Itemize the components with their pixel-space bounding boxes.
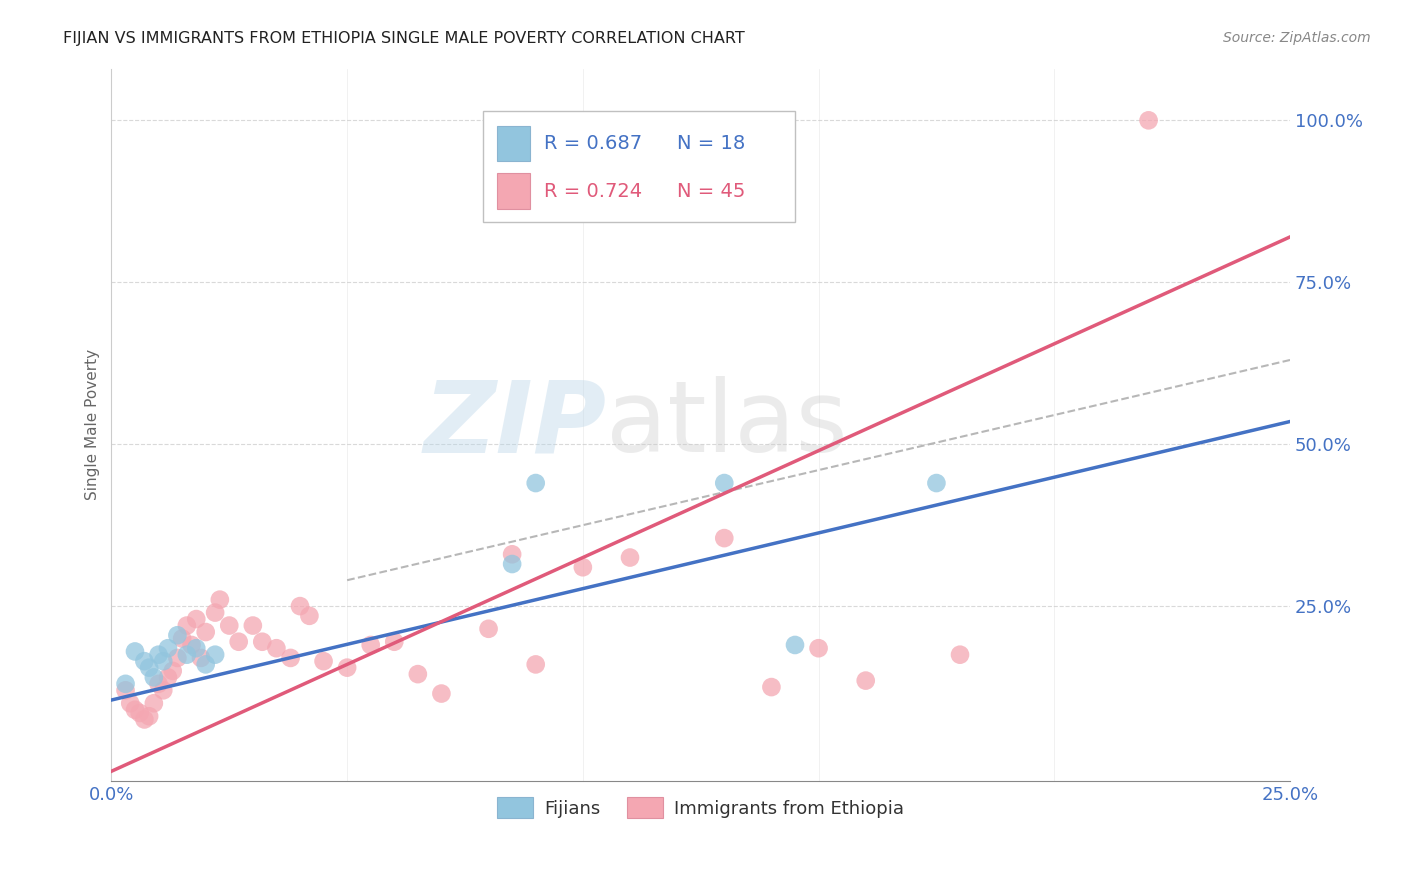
Y-axis label: Single Male Poverty: Single Male Poverty (86, 349, 100, 500)
Point (176, 648, 198, 662)
Point (134, 713, 156, 727)
Point (360, 638, 382, 652)
Point (162, 664, 184, 678)
Point (142, 670, 165, 684)
Point (280, 651, 302, 665)
Point (152, 683, 174, 698)
Point (152, 654, 174, 668)
Point (1137, 113, 1160, 128)
Point (252, 634, 274, 648)
Point (114, 677, 136, 691)
Point (148, 648, 170, 662)
Point (176, 618, 198, 632)
Point (524, 657, 547, 672)
Point (218, 618, 240, 632)
Point (124, 644, 146, 658)
Point (190, 651, 212, 665)
Bar (496, 173, 530, 209)
Point (114, 683, 136, 698)
Point (382, 634, 405, 648)
Point (312, 654, 335, 668)
Point (524, 476, 547, 491)
Point (134, 654, 156, 668)
Point (336, 660, 359, 674)
Point (713, 476, 735, 491)
Point (186, 641, 208, 656)
Point (477, 622, 499, 636)
Point (242, 618, 264, 632)
Text: atlas: atlas (606, 376, 848, 474)
Point (855, 673, 877, 688)
Point (166, 651, 188, 665)
Point (925, 476, 948, 491)
Legend: Fijians, Immigrants from Ethiopia: Fijians, Immigrants from Ethiopia (489, 790, 911, 825)
Point (166, 628, 188, 642)
Point (430, 687, 453, 701)
Text: N = 45: N = 45 (678, 182, 745, 201)
Point (761, 680, 783, 694)
Point (619, 550, 641, 565)
Point (204, 606, 226, 620)
Point (228, 634, 250, 648)
Point (156, 641, 179, 656)
Point (783, 638, 806, 652)
Text: N = 18: N = 18 (678, 134, 745, 153)
Point (572, 560, 595, 574)
Point (204, 648, 226, 662)
Point (266, 641, 288, 656)
Point (124, 703, 146, 717)
Point (194, 625, 217, 640)
FancyBboxPatch shape (482, 112, 794, 222)
Text: R = 0.724: R = 0.724 (544, 182, 643, 201)
Point (186, 612, 208, 626)
Point (120, 696, 142, 710)
Point (713, 531, 735, 545)
Text: Source: ZipAtlas.com: Source: ZipAtlas.com (1223, 31, 1371, 45)
Point (180, 638, 202, 652)
Point (807, 641, 830, 656)
Text: ZIP: ZIP (423, 376, 606, 474)
Point (172, 632, 194, 646)
Point (156, 670, 179, 684)
Point (501, 547, 523, 561)
Point (298, 608, 321, 623)
Point (208, 592, 231, 607)
Point (142, 696, 165, 710)
Point (128, 706, 150, 720)
Point (194, 657, 217, 672)
Text: FIJIAN VS IMMIGRANTS FROM ETHIOPIA SINGLE MALE POVERTY CORRELATION CHART: FIJIAN VS IMMIGRANTS FROM ETHIOPIA SINGL… (63, 31, 745, 46)
Point (288, 599, 311, 614)
Point (138, 709, 160, 723)
Text: R = 0.687: R = 0.687 (544, 134, 643, 153)
Point (501, 557, 523, 571)
Point (148, 677, 170, 691)
Point (406, 667, 429, 681)
Bar (496, 126, 530, 161)
Point (138, 660, 160, 674)
Point (949, 648, 972, 662)
